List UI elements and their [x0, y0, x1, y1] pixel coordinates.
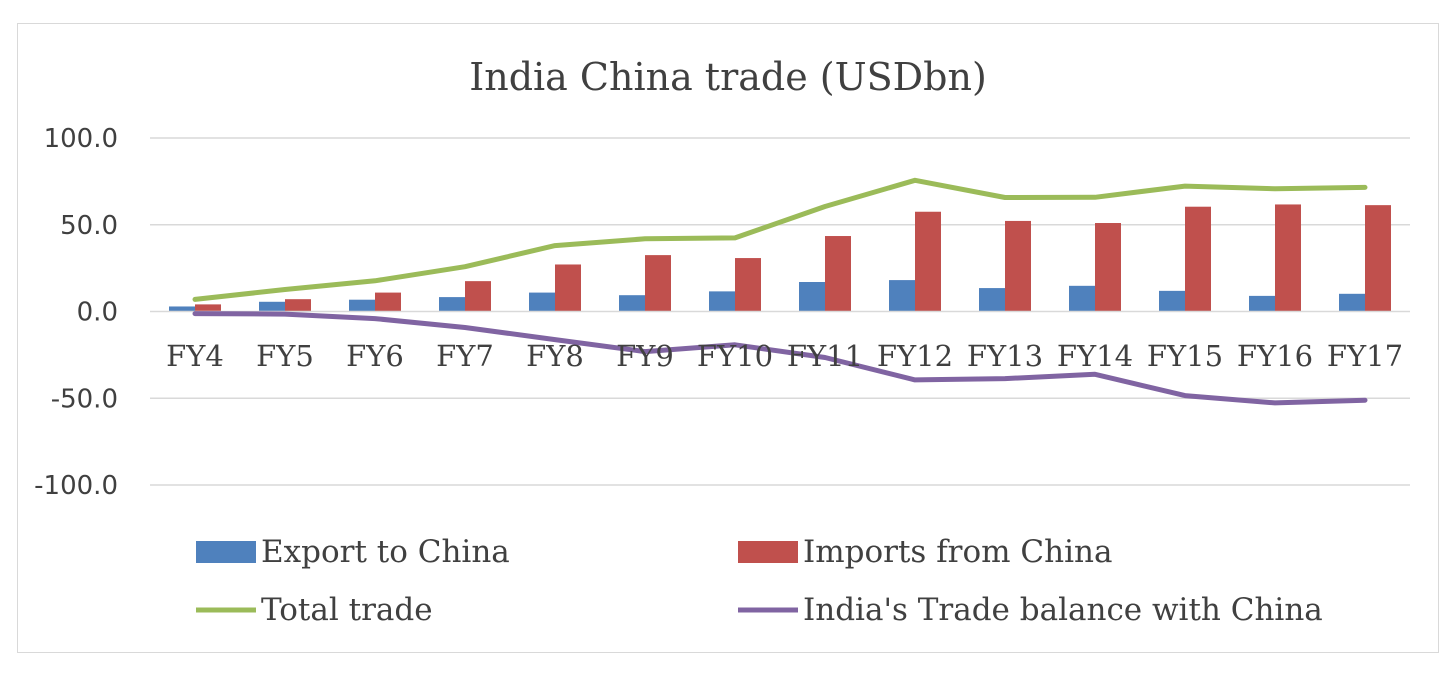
bar-1-10 [1095, 223, 1121, 312]
y-axis-ticks: 100.0 50.0 0.0 -50.0 -100.0 [34, 124, 118, 501]
x-axis-ticks: FY4 FY5 FY6 FY7 FY8 FY9 FY10 FY11 FY12 FY13 FY14 FY… [166, 339, 1403, 373]
bar-1-3 [465, 281, 491, 312]
bar-1-9 [1005, 220, 1031, 312]
x-tick-label: FY8 [526, 339, 584, 373]
bar-1-1 [285, 299, 311, 312]
bar-0-11 [1159, 290, 1185, 312]
bar-0-9 [979, 288, 1005, 312]
lines [192, 177, 1368, 406]
bar-1-2 [375, 292, 401, 312]
bar-0-7 [799, 282, 825, 312]
bar-1-7 [825, 236, 851, 312]
bar-1-13 [1365, 205, 1391, 312]
y-tick-label: 100.0 [44, 124, 118, 154]
bar-1-5 [645, 255, 671, 312]
bar-0-0 [169, 306, 195, 312]
bar-0-5 [619, 295, 645, 312]
x-tick-label: FY15 [1147, 339, 1223, 373]
bar-1-6 [735, 258, 761, 312]
legend-label-0: Export to China [261, 534, 510, 570]
x-tick-label: FY10 [697, 339, 773, 373]
x-tick-label: FY11 [787, 339, 863, 373]
x-tick-label: FY17 [1327, 339, 1403, 373]
x-tick-label: FY7 [436, 339, 494, 373]
x-tick-label: FY13 [967, 339, 1043, 373]
bars [169, 204, 1391, 312]
series-line-3 [192, 311, 1368, 406]
x-tick-label: FY16 [1237, 339, 1313, 373]
bar-1-4 [555, 264, 581, 312]
legend-swatch-1 [738, 541, 798, 563]
x-tick-label: FY5 [256, 339, 314, 373]
y-tick-label: 50.0 [60, 211, 118, 241]
bar-1-11 [1185, 206, 1211, 312]
bar-1-12 [1275, 204, 1301, 312]
bar-1-8 [915, 211, 941, 312]
x-tick-label: FY4 [166, 339, 224, 373]
bar-0-6 [709, 291, 735, 312]
bar-0-13 [1339, 293, 1365, 312]
x-tick-label: FY6 [346, 339, 404, 373]
chart-title: India China trade (USDbn) [469, 55, 987, 99]
bar-0-12 [1249, 295, 1275, 312]
legend: Export to China Imports from China Total t… [196, 534, 1323, 628]
x-tick-label: FY12 [877, 339, 953, 373]
legend-swatch-0 [196, 541, 256, 563]
bar-1-0 [195, 304, 221, 312]
bar-0-1 [259, 301, 285, 312]
bar-0-3 [439, 297, 465, 312]
x-tick-label: FY14 [1057, 339, 1133, 373]
series-line-2 [192, 177, 1368, 302]
legend-label-2: Total trade [261, 592, 433, 628]
x-tick-label: FY9 [616, 339, 674, 373]
bar-0-10 [1069, 285, 1095, 312]
y-tick-label: -50.0 [51, 384, 118, 414]
bar-0-8 [889, 280, 915, 312]
y-tick-label: 0.0 [77, 298, 118, 328]
bar-0-2 [349, 299, 375, 312]
legend-label-3: India's Trade balance with China [803, 592, 1323, 628]
bar-0-4 [529, 292, 555, 312]
y-tick-label: -100.0 [34, 471, 118, 501]
legend-label-1: Imports from China [803, 534, 1112, 570]
